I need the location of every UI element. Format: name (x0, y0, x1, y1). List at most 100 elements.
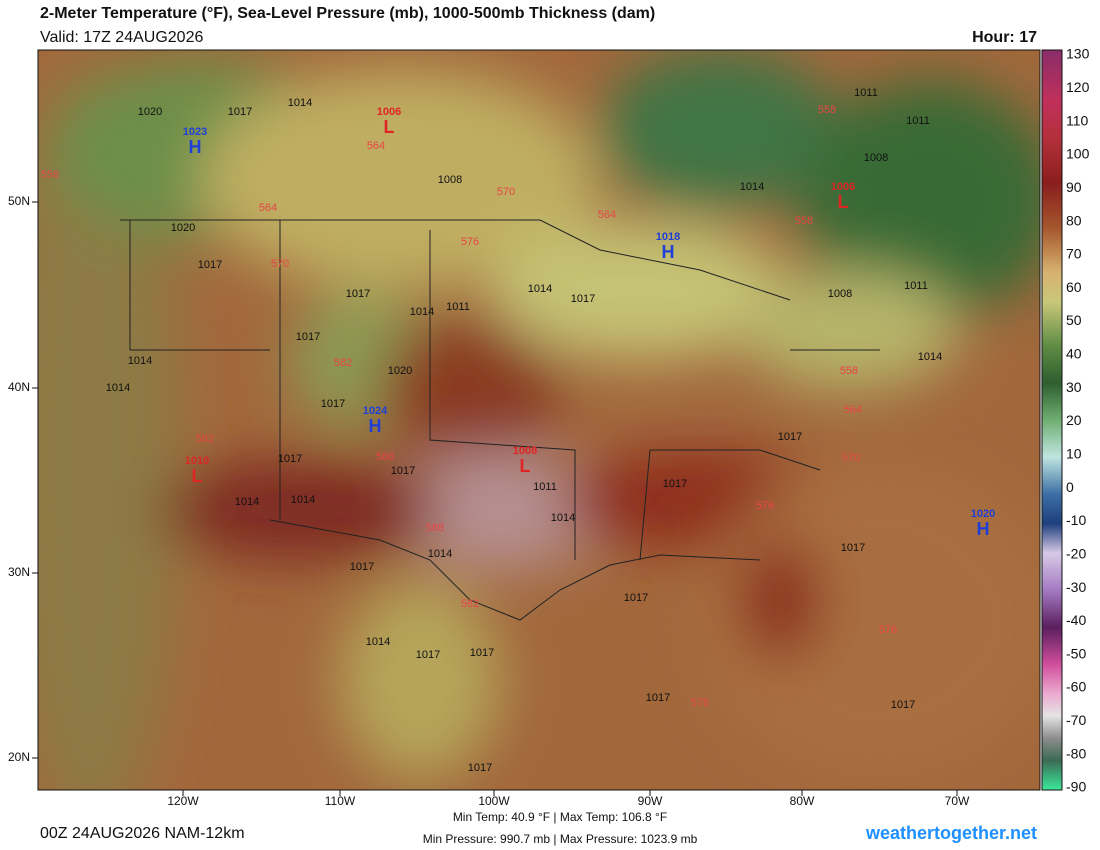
latitude-label: 30N (8, 565, 30, 579)
colorbar-tick-label: 0 (1066, 479, 1074, 495)
thickness-label: 576 (879, 624, 897, 636)
isobar-label: 1017 (278, 453, 302, 465)
colorbar-tick-label: 20 (1066, 412, 1082, 428)
pressure-center-value: 1020 (971, 508, 995, 520)
colorbar-tick-label: 30 (1066, 379, 1082, 395)
pressure-center-letter: L (192, 466, 203, 486)
isobar-label: 1014 (551, 512, 575, 524)
isobar-label: 1017 (470, 647, 494, 659)
colorbar-tick-label: 40 (1066, 346, 1082, 362)
thickness-label: 558 (41, 169, 59, 181)
colorbar-tick-label: 50 (1066, 312, 1082, 328)
isobar-label: 1017 (346, 288, 370, 300)
colorbar-tick-label: 130 (1066, 46, 1090, 62)
isobar-label: 1014 (366, 636, 390, 648)
longitude-label: 100W (478, 794, 510, 808)
isobar-label: 1017 (391, 465, 415, 477)
isobar-label: 1017 (416, 649, 440, 661)
forecast-hour: Hour: 17 (972, 29, 1037, 46)
isobar-label: 1017 (296, 331, 320, 343)
pressure-center-letter: H (369, 416, 382, 436)
isobar-label: 1014 (128, 355, 152, 367)
map-frame (37, 49, 1041, 791)
isobar-label: 1014 (428, 548, 452, 560)
colorbar-tick-label: -20 (1066, 545, 1086, 561)
colorbar-tick-label: -50 (1066, 645, 1086, 661)
colorbar-tick-label: 110 (1066, 112, 1089, 128)
colorbar-tick-label: 60 (1066, 279, 1082, 295)
pressure-center-letter: H (189, 137, 202, 157)
isobar-label: 1011 (854, 87, 878, 99)
colorbar-tick-label: -40 (1066, 612, 1086, 628)
longitude-label: 70W (945, 794, 970, 808)
colorbar-tick-label: 70 (1066, 246, 1082, 262)
isobar-label: 1011 (906, 115, 930, 127)
colorbar-tick-label: -90 (1066, 779, 1086, 795)
isobar-label: 1020 (138, 106, 162, 118)
isobar-label: 1014 (288, 97, 312, 109)
isobar-label: 1011 (533, 481, 557, 493)
isobar-label: 1014 (410, 306, 434, 318)
thickness-label: 558 (818, 104, 836, 116)
thickness-label: 576 (691, 697, 709, 709)
latitude-label: 50N (8, 194, 30, 208)
colorbar (1041, 49, 1063, 791)
pressure-center-value: 1018 (656, 231, 680, 243)
longitude-label: 80W (790, 794, 815, 808)
colorbar-tick-label: -10 (1066, 512, 1086, 528)
thickness-label: 558 (840, 365, 858, 377)
thickness-label: 588 (376, 451, 394, 463)
map-field (38, 50, 1040, 790)
pressure-center-value: 1008 (513, 445, 537, 457)
thickness-label: 564 (367, 140, 385, 152)
thickness-label: 570 (842, 452, 860, 464)
isobar-label: 1011 (446, 301, 470, 313)
colorbar-tick-label: 100 (1066, 146, 1090, 162)
model-run: 00Z 24AUG2026 NAM-12km (40, 825, 245, 842)
isobar-label: 1017 (350, 561, 374, 573)
pressure-center-letter: H (977, 519, 990, 539)
isobar-label: 1017 (228, 106, 252, 118)
pressure-center-letter: L (520, 456, 531, 476)
isobar-label: 1014 (528, 283, 552, 295)
isobar-label: 1017 (841, 542, 865, 554)
isobar-label: 1014 (291, 494, 315, 506)
isobar-label: 1014 (235, 496, 259, 508)
isobar-label: 1017 (663, 478, 687, 490)
thickness-label: 564 (598, 209, 616, 221)
isobar-label: 1017 (198, 259, 222, 271)
longitude-label: 90W (638, 794, 663, 808)
thickness-label: 576 (461, 236, 479, 248)
pressure-center-value: 1006 (377, 106, 401, 118)
isobar-label: 1020 (388, 365, 412, 377)
colorbar-tick-label: -60 (1066, 679, 1086, 695)
thickness-label: 564 (259, 202, 277, 214)
isobar-label: 1020 (171, 222, 195, 234)
pressure-center-letter: L (384, 117, 395, 137)
thickness-label: 582 (334, 357, 352, 369)
pressure-center-value: 1010 (185, 455, 209, 467)
colorbar-tick-label: 120 (1066, 79, 1090, 95)
isobar-label: 1008 (438, 174, 462, 186)
isobar-label: 1017 (571, 293, 595, 305)
isobar-label: 1014 (918, 351, 942, 363)
pressure-center-value: 1006 (831, 181, 855, 193)
colorbar-tick-label: 90 (1066, 179, 1082, 195)
isobar-label: 1017 (468, 762, 492, 774)
site-credit: weathertogether.net (865, 823, 1037, 843)
borders (120, 219, 880, 621)
thickness-label: 564 (844, 404, 862, 416)
thickness-label: 588 (426, 522, 444, 534)
latitude-label: 20N (8, 750, 30, 764)
thickness-label: 582 (196, 433, 214, 445)
pressure-center-letter: H (662, 242, 675, 262)
isobar-label: 1017 (891, 699, 915, 711)
longitude-label: 110W (325, 794, 356, 808)
isobar-label: 1014 (740, 181, 764, 193)
isobar-label: 1017 (646, 692, 670, 704)
thickness-label: 576 (756, 500, 774, 512)
pressure-center-value: 1024 (363, 405, 388, 417)
valid-time: Valid: 17Z 24AUG2026 (40, 29, 203, 46)
isobar-label: 1008 (828, 288, 852, 300)
pressure-center-letter: L (838, 192, 849, 212)
